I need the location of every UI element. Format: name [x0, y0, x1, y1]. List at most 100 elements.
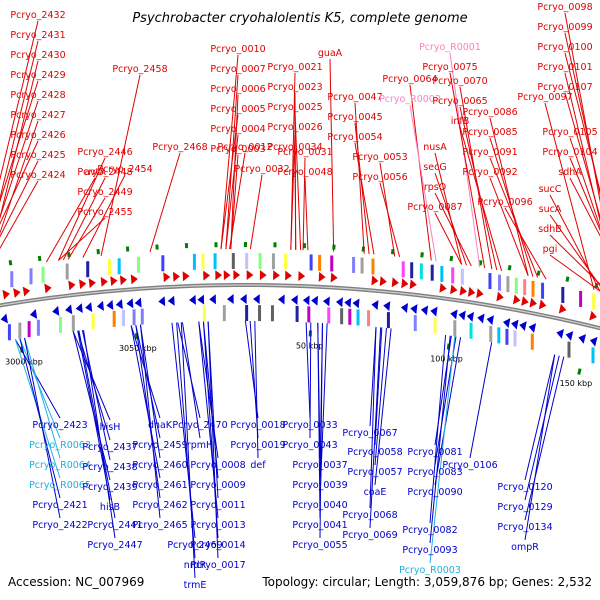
feature-label[interactable]: Pcryo_0065 — [432, 96, 487, 107]
feature-label[interactable]: Pcryo_2430 — [10, 50, 65, 61]
feature-label[interactable]: trmE — [184, 580, 207, 591]
feature-label[interactable]: Pcryo_2432 — [10, 10, 65, 21]
feature-label[interactable]: dnaK — [148, 420, 173, 431]
feature-label[interactable]: Pcryo_0100 — [537, 42, 592, 53]
feature-label[interactable]: Pcryo_0107 — [537, 82, 592, 93]
feature-label[interactable]: Pcryo_2439 — [82, 482, 137, 493]
feature-label[interactable]: Pcryo_2429 — [10, 70, 65, 81]
feature-label[interactable]: Pcryo_0096 — [477, 197, 532, 208]
feature-label[interactable]: Pcryo_0025 — [267, 102, 322, 113]
feature-label[interactable]: secG — [423, 162, 446, 173]
feature-label[interactable]: Pcryo_2460 — [132, 460, 187, 471]
feature-label[interactable]: Pcryo_0039 — [292, 480, 347, 491]
feature-label[interactable]: sucC — [539, 184, 562, 195]
feature-label[interactable]: Pcryo_0129 — [497, 502, 552, 513]
feature-label[interactable]: Pcryo_0098 — [537, 2, 592, 13]
feature-label[interactable]: Pcryo_0047 — [327, 92, 382, 103]
feature-label[interactable]: Pcryo_0034 — [267, 142, 322, 153]
feature-label[interactable]: Pcryo_0033 — [282, 420, 337, 431]
feature-label[interactable]: Pcryo_0037 — [292, 460, 347, 471]
feature-label[interactable]: Pcryo_0070 — [432, 76, 487, 87]
feature-label[interactable]: Pcryo_2447 — [87, 540, 142, 551]
feature-label[interactable]: Pcryo_2421 — [32, 500, 87, 511]
feature-label[interactable]: Pcryo_R0003 — [399, 565, 461, 576]
feature-label[interactable]: Pcryo_2454 — [97, 164, 152, 175]
feature-label[interactable]: sucA — [539, 204, 562, 215]
feature-label[interactable]: Pcryo_R0002 — [379, 94, 441, 105]
feature-label[interactable]: Pcryo_2438 — [82, 462, 137, 473]
feature-label[interactable]: Pcryo_0105 — [542, 127, 597, 138]
feature-label[interactable]: Pcryo_0055 — [292, 540, 347, 551]
feature-label[interactable]: Pcryo_0023 — [267, 82, 322, 93]
feature-label[interactable]: Pcryo_2446 — [77, 147, 132, 158]
feature-label[interactable]: Pcryo_0031 — [277, 147, 332, 158]
feature-label[interactable]: Pcryo_0087 — [407, 202, 462, 213]
feature-label[interactable]: Pcryo_0093 — [402, 545, 457, 556]
feature-label[interactable]: Pcryo_2425 — [10, 150, 65, 161]
feature-label[interactable]: Pcryo_0058 — [347, 447, 402, 458]
feature-label[interactable]: Pcryo_0018 — [230, 420, 285, 431]
feature-label[interactable]: Pcryo_R0001 — [419, 42, 481, 53]
feature-label[interactable]: infB — [451, 116, 470, 127]
feature-label[interactable]: guaA — [318, 48, 343, 59]
feature-label[interactable]: Pcryo_0045 — [327, 112, 382, 123]
feature-label[interactable]: Pcryo_R0064 — [29, 460, 91, 471]
feature-label[interactable]: def — [250, 460, 266, 471]
feature-label[interactable]: Pcryo_0081 — [407, 447, 462, 458]
feature-label[interactable]: Pcryo_0134 — [497, 522, 552, 533]
feature-label[interactable]: Pcryo_0005 — [210, 104, 265, 115]
feature-label[interactable]: Pcryo_0082 — [402, 525, 457, 536]
feature-label[interactable]: sdhB — [538, 224, 562, 235]
feature-label[interactable]: Pcryo_2422 — [32, 520, 87, 531]
feature-label[interactable]: Pcryo_2437 — [82, 442, 137, 453]
feature-label[interactable]: Pcryo_2441 — [87, 520, 142, 531]
feature-label[interactable]: Pcryo_2426 — [10, 130, 65, 141]
feature-label[interactable]: Pcryo_0003 — [210, 144, 265, 155]
feature-label[interactable]: Pcryo_0064 — [382, 74, 437, 85]
feature-label[interactable]: Pcryo_0006 — [210, 84, 265, 95]
feature-label[interactable]: pgi — [543, 244, 558, 255]
feature-label[interactable]: Pcryo_0004 — [210, 124, 265, 135]
feature-label[interactable]: Pcryo_0092 — [462, 167, 517, 178]
feature-label[interactable]: Pcryo_0019 — [230, 440, 285, 451]
feature-label[interactable]: Pcryo_0032 — [234, 164, 289, 175]
feature-label[interactable]: Pcryo_0075 — [422, 62, 477, 73]
feature-label[interactable]: Pcryo_2424 — [10, 170, 65, 181]
feature-label[interactable]: Pcryo_2458 — [112, 64, 167, 75]
feature-label[interactable]: Pcryo_2431 — [10, 30, 65, 41]
feature-label[interactable]: Pcryo_2461 — [132, 480, 187, 491]
feature-label[interactable]: Pcryo_0014 — [190, 540, 245, 551]
feature-label[interactable]: Pcryo_0090 — [407, 487, 462, 498]
feature-label[interactable]: rpmH — [187, 440, 213, 451]
feature-label[interactable]: Pcryo_2448 — [77, 167, 132, 178]
feature-label[interactable]: ompR — [511, 542, 539, 553]
feature-label[interactable]: Pcryo_2468 — [152, 142, 207, 153]
feature-label[interactable]: Pcryo_0104 — [542, 147, 597, 158]
feature-label[interactable]: Pcryo_0091 — [462, 147, 517, 158]
feature-label[interactable]: avtA — [84, 167, 106, 178]
feature-label[interactable]: Pcryo_0043 — [282, 440, 337, 451]
feature-label[interactable]: Pcryo_0008 — [190, 460, 245, 471]
feature-label[interactable]: Pcryo_0040 — [292, 500, 347, 511]
feature-label[interactable]: Pcryo_0041 — [292, 520, 347, 531]
feature-label[interactable]: Pcryo_0012 — [217, 142, 272, 153]
feature-label[interactable]: Pcryo_2428 — [10, 90, 65, 101]
feature-label[interactable]: Pcryo_2470 — [172, 420, 227, 431]
feature-label[interactable]: Pcryo_0067 — [342, 428, 397, 439]
feature-label[interactable]: Pcryo_0106 — [442, 460, 497, 471]
feature-label[interactable]: Pcryo_0069 — [342, 530, 397, 541]
feature-label[interactable]: Pcryo_0057 — [347, 467, 402, 478]
feature-label[interactable]: coaE — [364, 487, 387, 498]
feature-label[interactable]: Pcryo_2469 — [167, 540, 222, 551]
feature-label[interactable]: Pcryo_0021 — [267, 62, 322, 73]
feature-label[interactable]: Pcryo_2462 — [132, 500, 187, 511]
feature-label[interactable]: Pcryo_0120 — [497, 482, 552, 493]
feature-label[interactable]: Pcryo_0101 — [537, 62, 592, 73]
feature-label[interactable]: Pcryo_0011 — [190, 500, 245, 511]
feature-label[interactable]: Pcryo_0054 — [327, 132, 382, 143]
feature-label[interactable]: Pcryo_0086 — [462, 107, 517, 118]
feature-label[interactable]: Pcryo_0010 — [210, 44, 265, 55]
feature-label[interactable]: Pcryo_0026 — [267, 122, 322, 133]
feature-label[interactable]: Pcryo_0017 — [190, 560, 245, 571]
feature-label[interactable]: Pcryo_2423 — [32, 420, 87, 431]
